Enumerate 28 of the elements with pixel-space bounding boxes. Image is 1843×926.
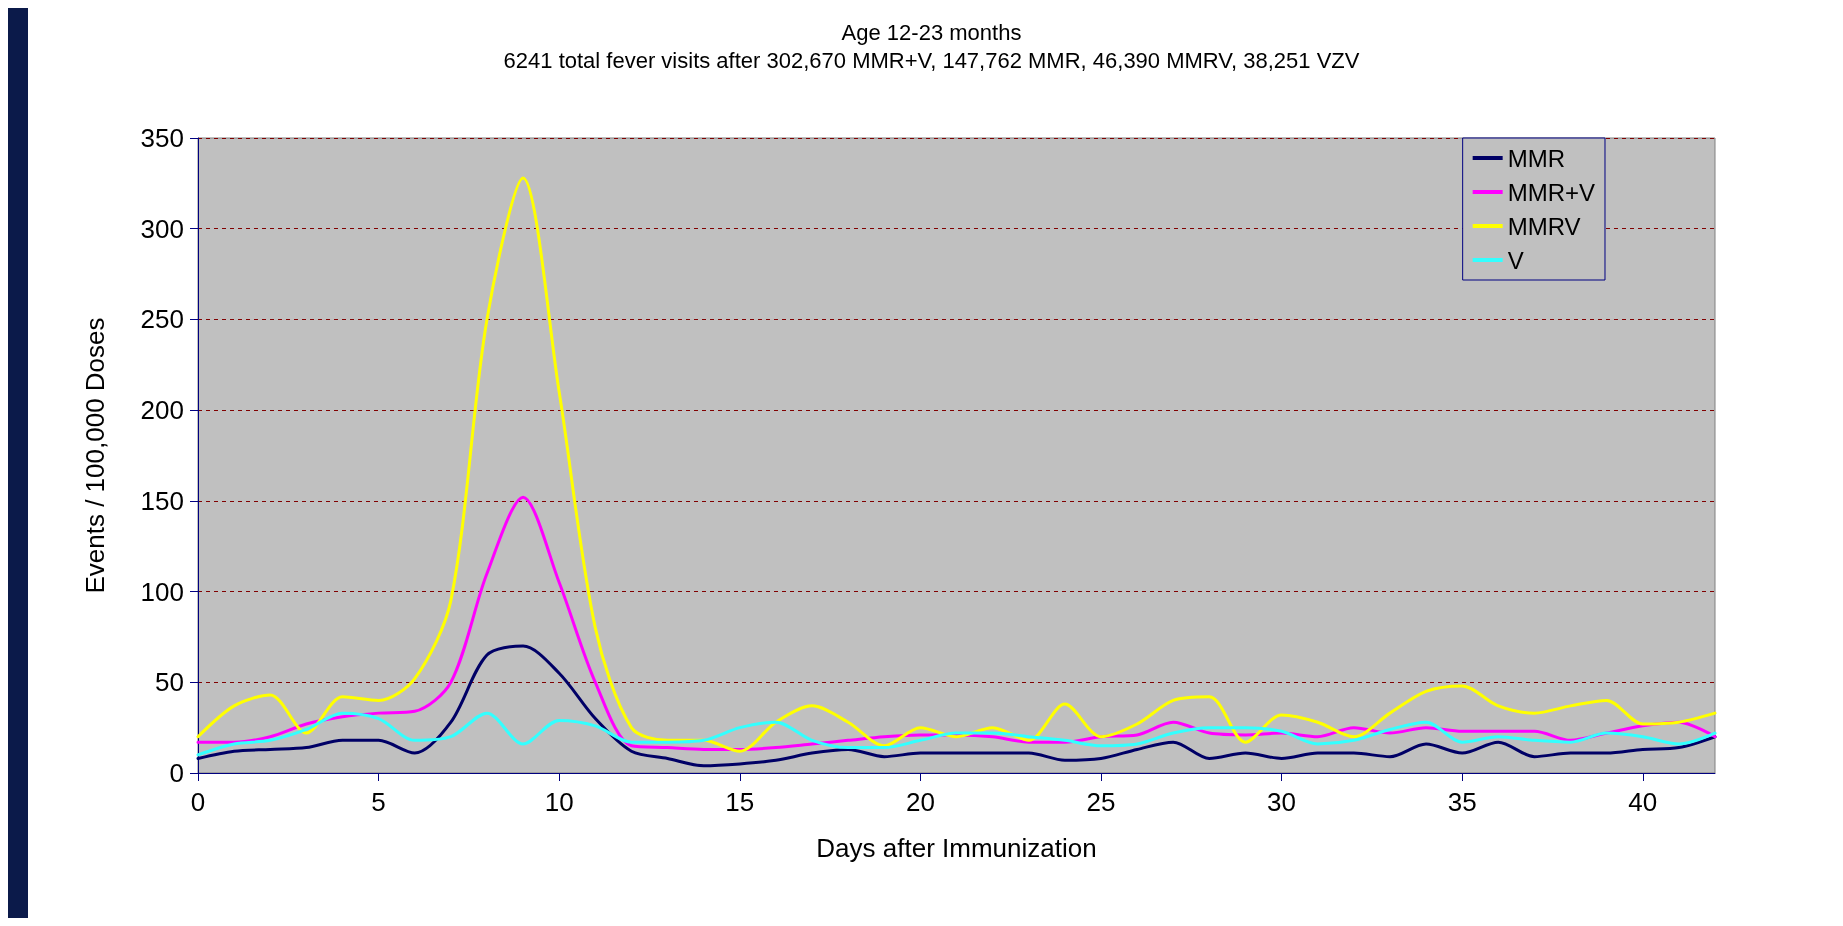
line-series bbox=[196, 176, 1717, 753]
y-tick-label: 0 bbox=[169, 758, 184, 788]
chart-title: Age 12-23 months bbox=[841, 19, 1022, 45]
y-tick-label: 150 bbox=[140, 485, 184, 516]
legend-label: MMR bbox=[1507, 144, 1565, 172]
y-tick-label: 50 bbox=[155, 667, 184, 698]
legend-label: MMR+V bbox=[1507, 178, 1595, 206]
y-tick-label: 300 bbox=[140, 213, 184, 244]
x-tick-label: 40 bbox=[1628, 787, 1658, 817]
x-tick-label: 0 bbox=[190, 787, 206, 817]
x-tick-label: 15 bbox=[725, 787, 755, 817]
y-tick-label: 350 bbox=[140, 123, 184, 153]
legend-label: V bbox=[1507, 246, 1524, 274]
x-tick-label: 10 bbox=[544, 787, 574, 817]
x-tick-label: 30 bbox=[1267, 787, 1297, 817]
line-series bbox=[196, 644, 1717, 768]
chart-subtitle: 6241 total fever visits after 302,670 MMR+V, 147,762 MMR, 46,390 MMRV, 38,251 VZV bbox=[503, 47, 1360, 73]
line-series bbox=[196, 711, 1717, 757]
x-tick-label: 25 bbox=[1086, 787, 1116, 817]
x-tick-label: 5 bbox=[371, 787, 386, 817]
y-tick-label: 200 bbox=[140, 395, 184, 426]
x-tick-label: 35 bbox=[1447, 787, 1477, 817]
y-tick-label: 250 bbox=[140, 304, 184, 335]
x-axis-title: Days after Immunization bbox=[816, 833, 1097, 863]
y-axis-title: Events / 100,000 Doses bbox=[80, 317, 110, 594]
x-tick-label: 20 bbox=[905, 787, 935, 817]
legend-label: MMRV bbox=[1507, 212, 1581, 240]
y-tick-label: 100 bbox=[140, 576, 184, 607]
